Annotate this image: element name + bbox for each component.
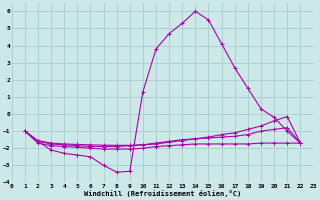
X-axis label: Windchill (Refroidissement éolien,°C): Windchill (Refroidissement éolien,°C) — [84, 190, 241, 197]
